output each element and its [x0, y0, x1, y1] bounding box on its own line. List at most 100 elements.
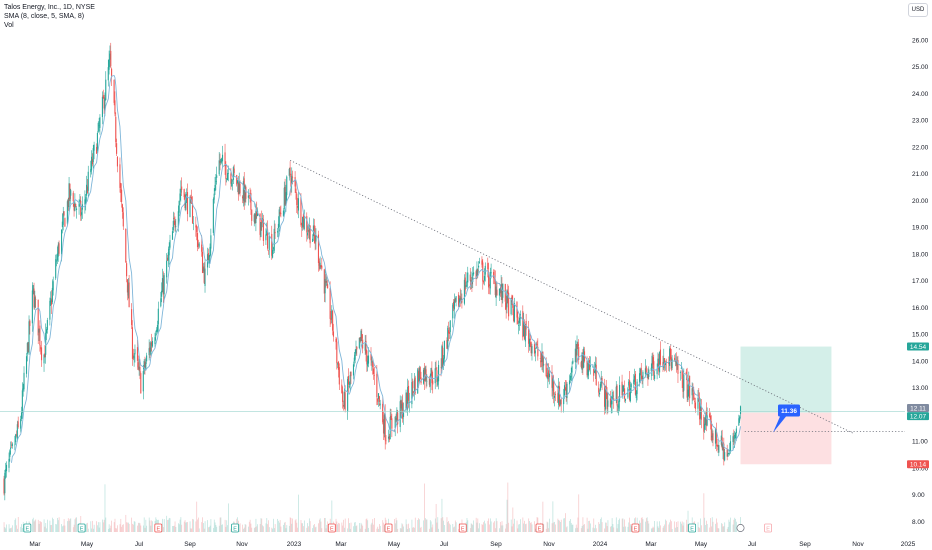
volume-bar — [355, 526, 357, 532]
volume-bar — [671, 528, 673, 532]
candle-body — [137, 362, 139, 368]
volume-bar — [22, 528, 23, 532]
candle-body — [72, 192, 74, 202]
volume-bar — [618, 520, 620, 532]
candle-body — [604, 384, 606, 407]
candle-body — [524, 323, 526, 342]
volume-bar — [47, 519, 48, 532]
candle-body — [391, 418, 393, 429]
candle-body — [647, 373, 649, 380]
drawings[interactable]: 11.36 — [0, 160, 905, 434]
volume-bar — [621, 518, 623, 532]
candle-body — [133, 355, 135, 359]
candle-body — [547, 372, 549, 380]
volume-bar — [555, 524, 556, 532]
volume-bar — [703, 493, 705, 532]
candle-body — [161, 278, 164, 293]
candle-body — [542, 351, 544, 367]
volume-bar — [253, 528, 255, 532]
candle-body — [146, 355, 148, 362]
candle-body — [232, 167, 234, 181]
candle-body — [302, 216, 304, 227]
candle-body — [674, 361, 677, 363]
volume-bar — [563, 518, 565, 532]
candle-body — [697, 397, 699, 409]
candle-body — [131, 327, 134, 359]
sma-legend[interactable]: SMA (8, close, 5, SMA, 8) — [4, 13, 85, 20]
volume-bar — [225, 526, 227, 532]
candle-body — [629, 388, 631, 402]
candle-body — [352, 364, 355, 376]
candle-body — [475, 271, 477, 279]
candle-body — [317, 234, 320, 263]
volume-bar — [535, 528, 536, 532]
candle-body — [92, 148, 94, 163]
volume-bar — [97, 522, 99, 532]
volume-bar — [353, 526, 354, 532]
candle-body — [454, 298, 456, 301]
volume-bar — [496, 521, 498, 532]
volume-bar — [582, 517, 584, 532]
candle-body — [307, 232, 309, 236]
volume-bar — [313, 525, 314, 532]
candle-body — [599, 384, 601, 391]
candle-body — [577, 344, 579, 347]
volume-bar — [349, 528, 351, 532]
candle-body — [506, 290, 508, 308]
candle-body — [691, 388, 693, 396]
time-axis[interactable]: Mar May Jul Sep Nov 2023 Mar May Jul Sep Nov 2024 Ma… — [29, 541, 915, 548]
candle-body — [586, 360, 588, 376]
candle-body — [545, 363, 547, 377]
volume-bar — [35, 519, 37, 532]
candle-body — [548, 373, 551, 378]
candle-body — [367, 355, 370, 364]
candle-body — [377, 398, 379, 402]
volume-bar — [419, 527, 421, 532]
candle-body — [227, 173, 229, 174]
price-axis[interactable]: 26.00 25.00 24.00 23.00 22.00 21.00 20.00 19.00… — [912, 37, 929, 526]
currency-button[interactable]: USD — [908, 3, 928, 17]
candle-body — [284, 187, 286, 205]
candle-body — [390, 415, 392, 421]
candle-body — [365, 340, 367, 354]
candle-body — [78, 203, 80, 207]
volume-bar — [511, 526, 513, 532]
candle-body — [613, 398, 615, 401]
candle-body — [469, 274, 471, 281]
candle-body — [615, 386, 617, 401]
volume-bar — [577, 517, 579, 532]
volume-bar — [111, 520, 112, 532]
long-position-tool[interactable] — [740, 346, 832, 465]
volume-bar — [14, 519, 16, 532]
candle-body — [288, 168, 290, 176]
volume-bar — [279, 520, 281, 532]
volume-bar — [292, 518, 294, 532]
candle-body — [525, 320, 527, 330]
volume-bar — [525, 524, 526, 532]
volume-bar — [255, 518, 257, 532]
volume-bar — [90, 521, 92, 532]
candle-body — [709, 415, 712, 422]
volume-bar — [683, 522, 685, 532]
volume-legend[interactable]: Vol — [4, 22, 14, 29]
candle-body — [179, 193, 181, 201]
volume-bar — [576, 527, 578, 532]
symbol-title[interactable]: Talos Energy, Inc., 1D, NYSE — [4, 4, 95, 11]
candle-body — [151, 341, 154, 347]
candle-body — [467, 272, 469, 283]
volume-bar — [314, 527, 316, 532]
x-tick-label: Mar — [335, 541, 347, 548]
candle-body — [383, 415, 385, 435]
volume-bar — [512, 507, 514, 532]
volume-bar — [323, 518, 325, 532]
candle-body — [330, 318, 332, 320]
candle-body — [55, 259, 57, 279]
volume-bar — [119, 524, 121, 532]
candle-body — [715, 428, 717, 444]
candle-body — [402, 411, 405, 417]
volume-bar — [674, 521, 676, 532]
candle-body — [636, 381, 638, 395]
candle-body — [113, 80, 115, 103]
